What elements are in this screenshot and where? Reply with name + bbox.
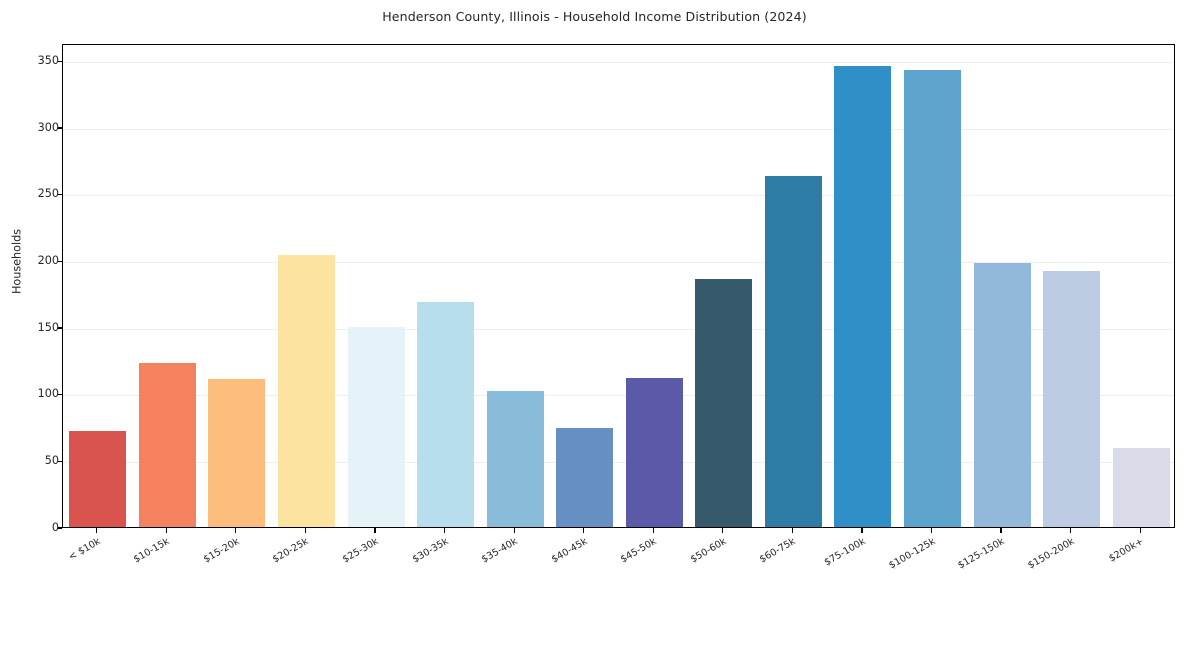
y-tick-label: 0	[51, 520, 59, 534]
y-tick-mark	[57, 194, 62, 196]
bar[interactable]	[973, 263, 1031, 527]
bar[interactable]	[1112, 448, 1170, 527]
x-tick-mark	[235, 528, 237, 533]
gridline	[63, 128, 1174, 130]
y-tick-mark	[57, 394, 62, 396]
x-tick-mark	[304, 528, 307, 533]
bar[interactable]	[69, 431, 127, 527]
bar[interactable]	[277, 255, 335, 527]
x-tick-mark	[1139, 528, 1141, 533]
bar[interactable]	[138, 363, 196, 527]
x-tick-mark	[96, 528, 98, 533]
bar[interactable]	[556, 428, 614, 527]
bar[interactable]	[764, 176, 822, 527]
x-tick-mark	[583, 528, 585, 533]
gridline	[63, 61, 1174, 63]
y-tick-mark	[57, 460, 62, 462]
x-tick-mark	[1000, 528, 1002, 533]
bar[interactable]	[208, 379, 266, 527]
y-tick-mark	[57, 127, 62, 129]
bar[interactable]	[834, 65, 892, 527]
gridline	[63, 328, 1174, 330]
y-tick-mark	[57, 527, 62, 529]
x-tick-mark	[861, 528, 863, 533]
gridline	[63, 195, 1174, 197]
x-tick-mark	[513, 528, 515, 533]
y-tick-label: 100	[37, 387, 59, 401]
y-tick-label: 150	[37, 320, 59, 334]
x-tick-mark	[165, 528, 167, 533]
bar[interactable]	[625, 377, 683, 527]
gridline	[63, 261, 1174, 263]
x-tick-mark	[930, 528, 933, 533]
x-tick-mark	[722, 528, 724, 533]
bars-layer	[63, 45, 1174, 527]
x-tick-mark	[652, 528, 654, 533]
gridline	[63, 395, 1174, 397]
y-tick-mark	[57, 327, 62, 329]
x-tick-mark	[374, 528, 376, 533]
bar[interactable]	[904, 69, 962, 527]
y-tick-label: 300	[37, 120, 59, 134]
gridlines	[63, 45, 1174, 527]
bar[interactable]	[695, 279, 753, 527]
y-tick-label: 250	[37, 187, 59, 201]
plot-area	[62, 44, 1175, 528]
bar[interactable]	[1043, 271, 1101, 527]
y-tick-mark	[57, 60, 62, 62]
x-tick-mark	[443, 528, 446, 533]
chart-figure: Henderson County, Illinois - Household I…	[10, 9, 1175, 572]
bar[interactable]	[486, 391, 544, 527]
y-tick-label: 50	[44, 453, 59, 467]
x-tick-mark	[1070, 528, 1072, 533]
x-tick-mark	[791, 528, 793, 533]
bar[interactable]	[347, 327, 405, 527]
y-tick-label: 350	[37, 53, 59, 67]
bar[interactable]	[417, 301, 475, 527]
y-tick-label: 200	[37, 253, 59, 267]
y-tick-mark	[57, 260, 62, 262]
chart-title: Henderson County, Illinois - Household I…	[382, 9, 807, 24]
gridline	[63, 461, 1174, 463]
